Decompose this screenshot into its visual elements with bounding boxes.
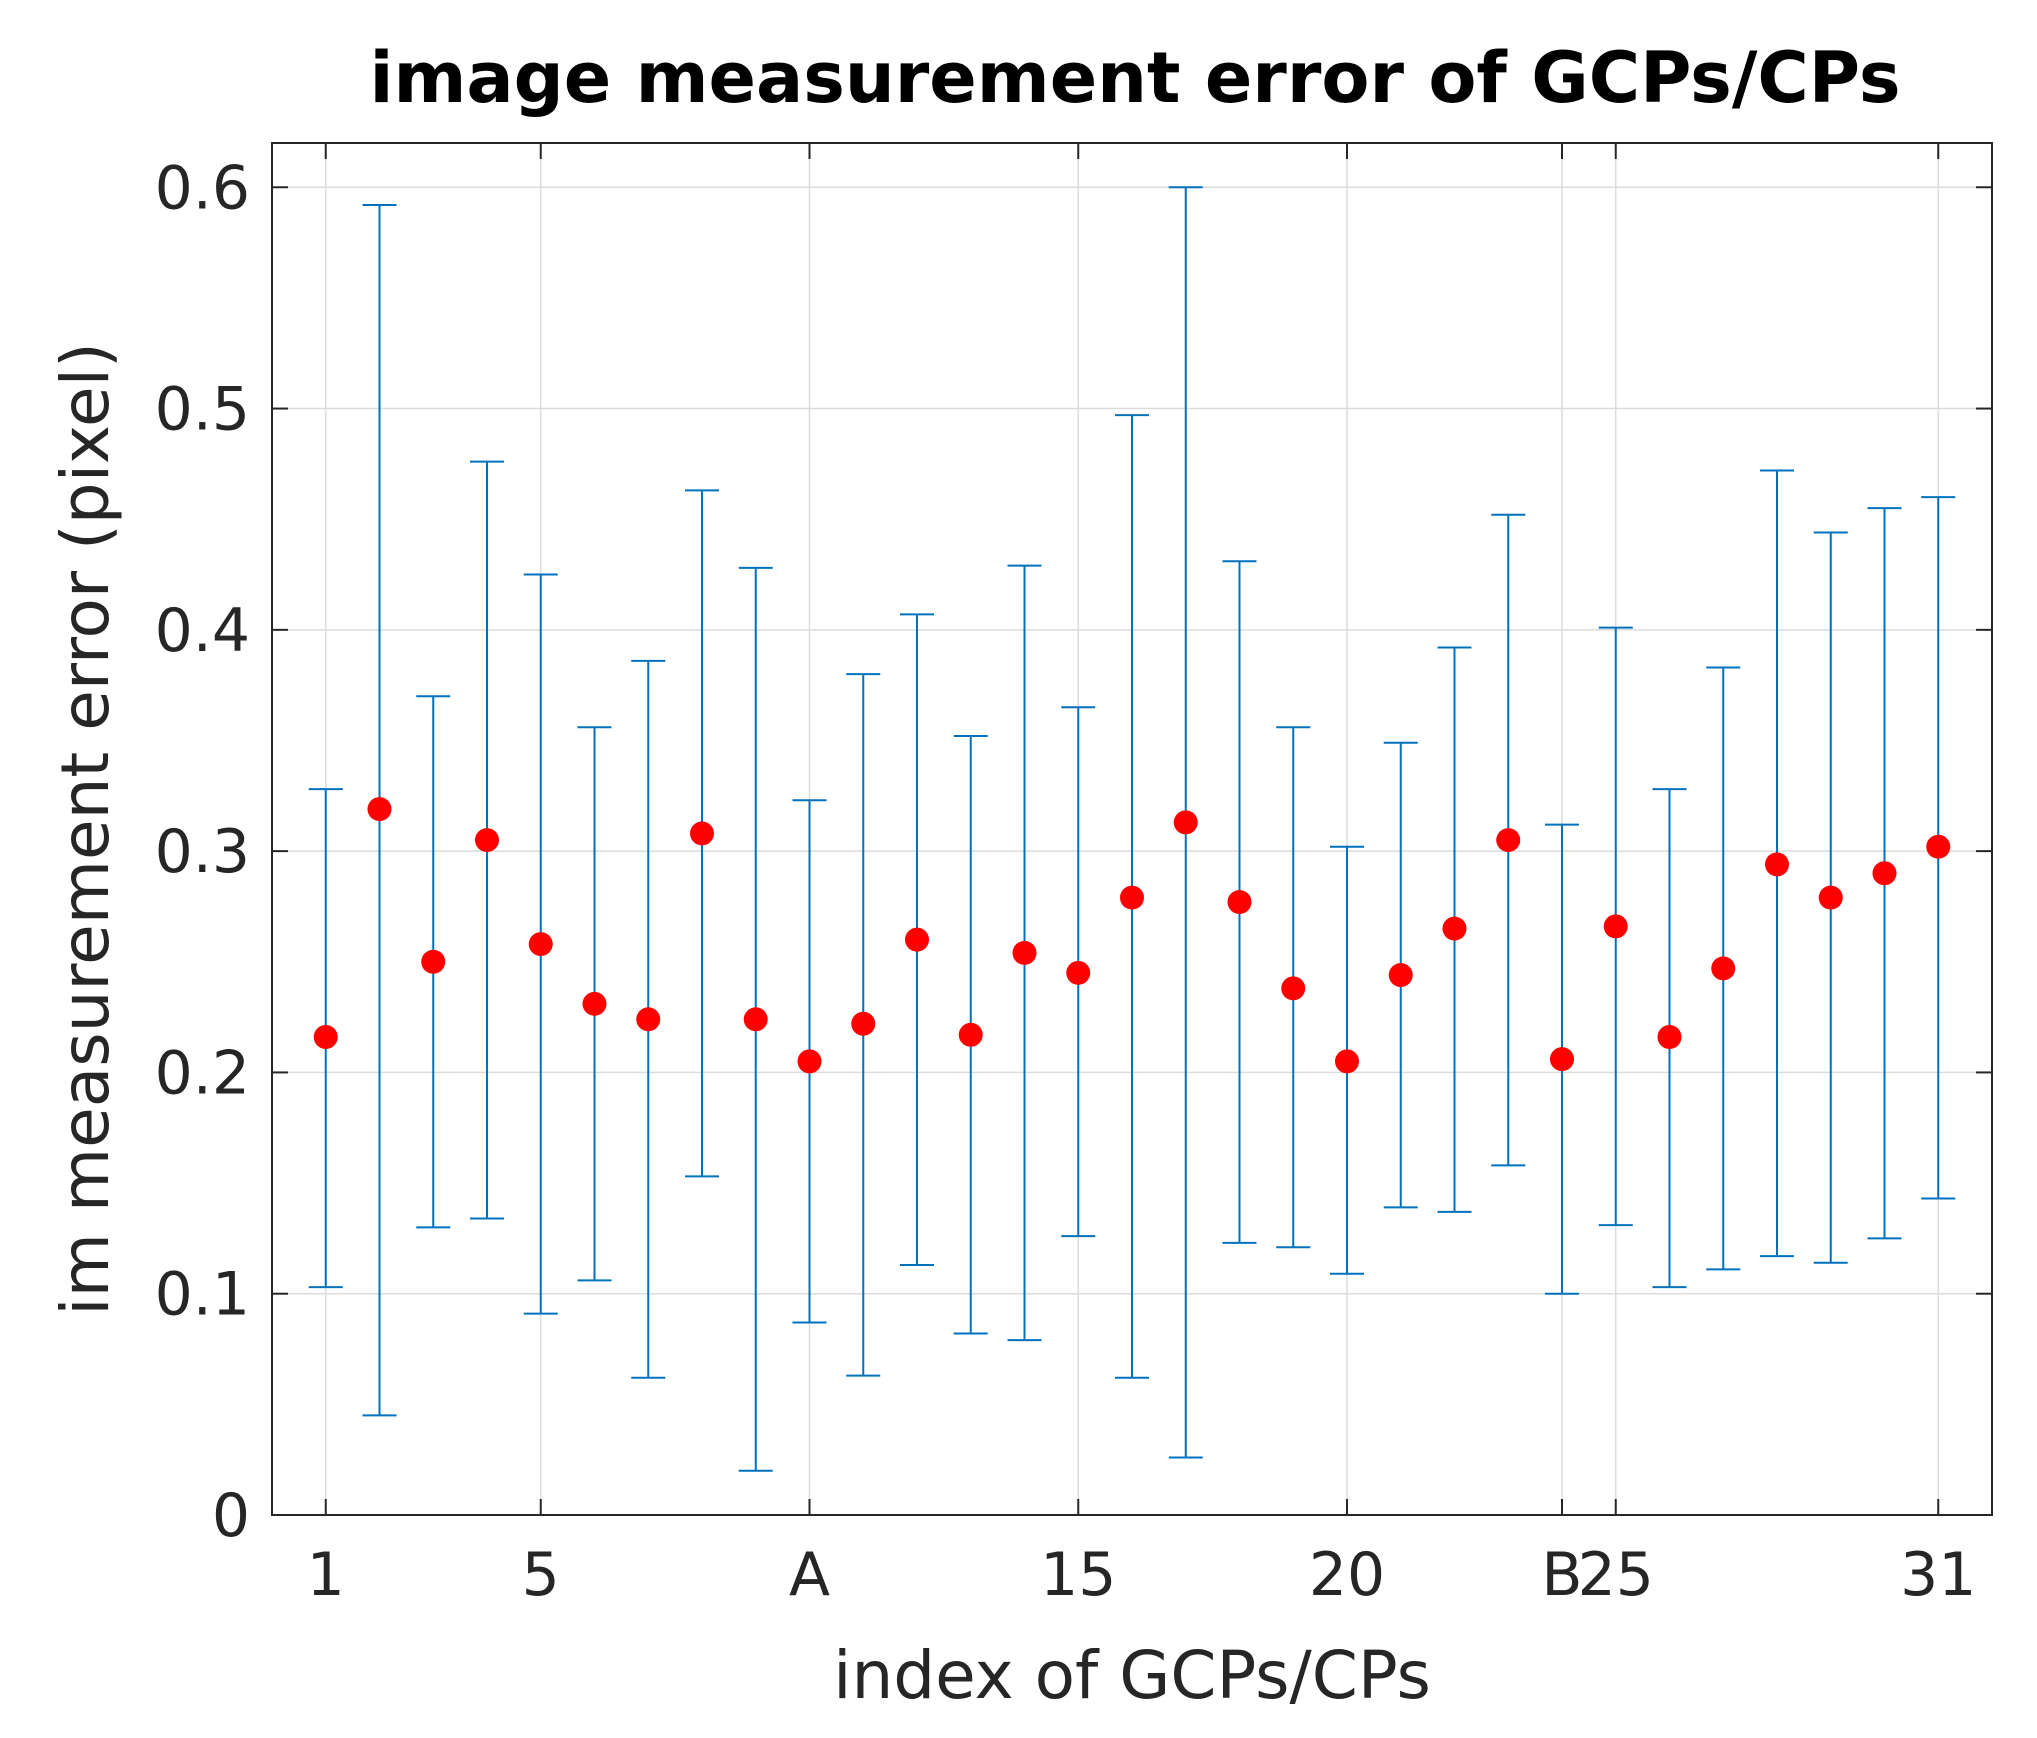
x-tick-label: 1 xyxy=(307,1540,345,1610)
data-point xyxy=(1281,976,1306,1001)
data-point xyxy=(1388,963,1413,988)
data-point xyxy=(421,949,446,974)
x-tick-label: 31 xyxy=(1900,1540,1976,1610)
x-tick-label: A xyxy=(789,1540,830,1610)
y-tick-label: 0.2 xyxy=(155,1038,250,1108)
data-point xyxy=(313,1025,338,1050)
axes-frame xyxy=(271,142,1993,1516)
x-tick-label: 25 xyxy=(1578,1540,1654,1610)
data-point xyxy=(905,927,929,952)
data-point xyxy=(582,991,607,1016)
data-point xyxy=(797,1049,822,1074)
x-tick-label: 5 xyxy=(522,1540,560,1610)
y-tick-label: 0.5 xyxy=(155,375,250,445)
x-tick-label: 20 xyxy=(1309,1540,1385,1610)
data-point xyxy=(1120,885,1144,910)
data-point xyxy=(1066,960,1091,985)
data-point xyxy=(1227,890,1252,915)
data-point xyxy=(475,828,499,853)
y-tick-label: 0.1 xyxy=(155,1260,250,1330)
x-tick-label: B xyxy=(1541,1540,1582,1610)
data-point xyxy=(1765,852,1789,877)
data-point xyxy=(1335,1049,1359,1074)
data-point xyxy=(1442,916,1467,941)
data-point xyxy=(1818,885,1843,910)
data-point xyxy=(1657,1025,1682,1050)
data-point xyxy=(1173,810,1198,835)
y-tick-label: 0 xyxy=(212,1481,250,1551)
data-point xyxy=(1012,940,1037,965)
data-point xyxy=(958,1022,983,1047)
data-point xyxy=(1550,1047,1574,1072)
data-point xyxy=(1496,828,1521,853)
data-point xyxy=(367,797,392,822)
y-tick-label: 0.3 xyxy=(155,817,250,887)
data-point xyxy=(1711,956,1736,981)
data-point xyxy=(528,932,553,957)
y-axis-label: im measurement error (pixel) xyxy=(47,342,124,1316)
y-tick-label: 0.6 xyxy=(155,153,250,223)
data-point xyxy=(690,821,714,846)
data-point xyxy=(1603,914,1628,939)
data-point xyxy=(1872,861,1897,886)
x-axis-label: index of GCPs/CPs xyxy=(833,1637,1431,1714)
data-point xyxy=(1926,834,1951,859)
plot-area xyxy=(308,186,1956,1472)
data-point xyxy=(743,1007,768,1032)
y-tick-label: 0.4 xyxy=(155,596,250,666)
x-tick-label: 15 xyxy=(1040,1540,1116,1610)
data-point xyxy=(636,1007,661,1032)
chart-title: image measurement error of GCPs/CPs xyxy=(369,37,1900,119)
data-point xyxy=(851,1011,876,1036)
